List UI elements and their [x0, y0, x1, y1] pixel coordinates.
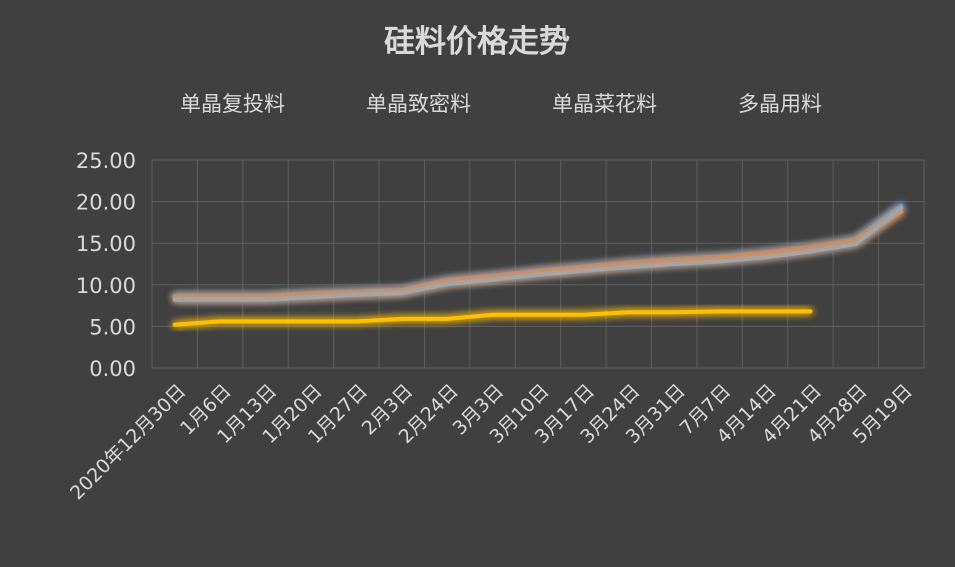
legend-label: 单晶致密料 [366, 92, 471, 116]
legend: 单晶复投料 单晶致密料 单晶菜花料 多晶用料 [114, 92, 822, 116]
y-axis-ticks: 0.00 5.00 10.00 15.00 20.00 25.00 [76, 149, 136, 381]
y-tick-label: 20.00 [76, 191, 136, 215]
legend-label: 单晶复投料 [180, 92, 285, 116]
series-line [172, 309, 813, 327]
y-tick-label: 15.00 [76, 232, 136, 256]
series-line [172, 209, 904, 300]
y-tick-label: 10.00 [76, 274, 136, 298]
series-lines [172, 203, 904, 327]
series-line [172, 206, 904, 302]
legend-label: 单晶菜花料 [552, 92, 657, 116]
x-axis-ticks: 2020年12月30日1月6日1月13日1月20日1月27日2月3日2月24日3… [66, 380, 917, 504]
chart-title: 硅料价格走势 [384, 24, 570, 60]
grid [151, 159, 925, 369]
y-tick-label: 5.00 [89, 315, 136, 339]
legend-label: 多晶用料 [738, 92, 822, 116]
x-tick-label: 2020年12月30日 [66, 380, 190, 504]
y-tick-label: 0.00 [89, 357, 136, 381]
y-tick-label: 25.00 [76, 149, 136, 173]
